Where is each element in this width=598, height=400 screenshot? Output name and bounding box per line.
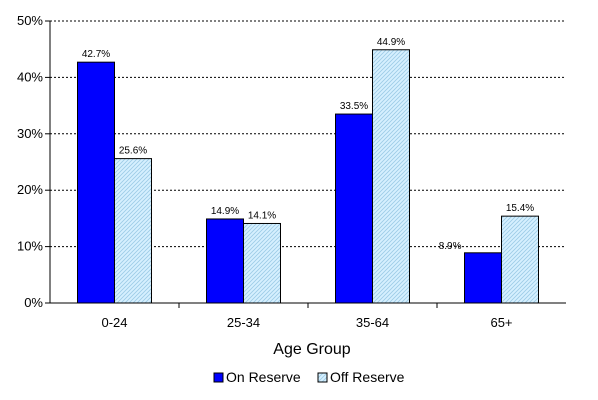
bar-on-reserve	[77, 61, 115, 304]
y-tick-label: 30%	[17, 126, 43, 141]
bar-on-reserve	[206, 218, 244, 304]
data-label: 8.9%	[439, 241, 462, 252]
y-tick-label: 10%	[17, 239, 43, 254]
legend: On Reserve Off Reserve	[213, 369, 405, 385]
data-label: 14.9%	[211, 206, 239, 217]
bar-off-reserve	[501, 215, 539, 304]
x-axis: 0-24 25-34 35-64 65+	[50, 302, 566, 330]
data-label: 14.1%	[248, 210, 276, 221]
y-axis: 0% 10% 20% 30% 40% 50%	[17, 13, 51, 310]
y-tick-label: 0%	[24, 295, 43, 310]
bar-off-reserve	[243, 222, 281, 304]
y-tick-label: 40%	[17, 69, 43, 84]
x-tick-label: 0-24	[101, 315, 127, 330]
legend-swatch-off-reserve	[317, 372, 328, 383]
x-tick-label: 65+	[490, 315, 512, 330]
data-label: 33.5%	[340, 101, 368, 112]
x-axis-title: Age Group	[273, 341, 350, 358]
legend-label-on-reserve: On Reserve	[226, 369, 301, 385]
bar-on-reserve	[464, 252, 502, 304]
bars: 42.7% 25.6% 14.9% 14.1% 33.5% 44.9% 8.9% 15.4%	[77, 37, 539, 304]
bar-off-reserve	[114, 158, 152, 304]
data-label: 42.7%	[82, 49, 110, 60]
legend-label-off-reserve: Off Reserve	[330, 369, 405, 385]
bar-on-reserve	[335, 113, 373, 304]
y-tick-label: 50%	[17, 13, 43, 28]
x-tick-label: 25-34	[227, 315, 260, 330]
data-label: 25.6%	[119, 146, 147, 157]
legend-swatch-on-reserve	[213, 372, 224, 383]
y-tick-label: 20%	[17, 182, 43, 197]
bar-off-reserve	[372, 49, 410, 304]
x-tick-label: 35-64	[356, 315, 389, 330]
data-label: 15.4%	[506, 203, 534, 214]
data-label: 44.9%	[377, 37, 405, 48]
